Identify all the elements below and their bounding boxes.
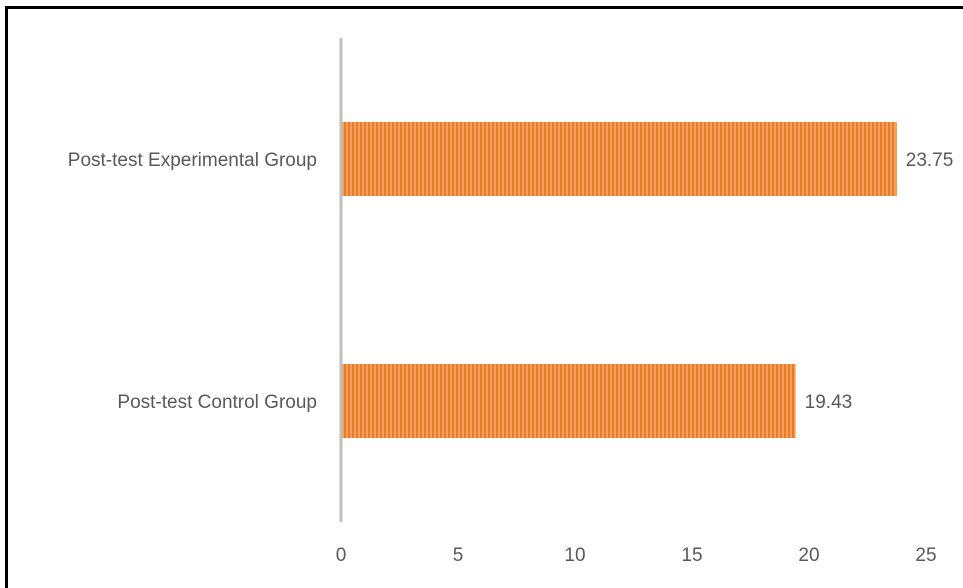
data-label-experimental: 23.75 bbox=[906, 150, 954, 171]
x-tick-label-10: 10 bbox=[564, 545, 585, 566]
chart-frame bbox=[5, 6, 963, 588]
x-tick-label-15: 15 bbox=[681, 545, 702, 566]
x-tick-label-5: 5 bbox=[453, 545, 464, 566]
bar-control bbox=[341, 364, 796, 438]
category-label-control: Post-test Control Group bbox=[117, 392, 317, 413]
bar-experimental bbox=[341, 122, 897, 196]
category-label-experimental: Post-test Experimental Group bbox=[68, 150, 317, 171]
data-label-control: 19.43 bbox=[805, 392, 853, 413]
x-tick-label-25: 25 bbox=[915, 545, 936, 566]
x-tick-label-0: 0 bbox=[336, 545, 347, 566]
x-tick-label-20: 20 bbox=[798, 545, 819, 566]
